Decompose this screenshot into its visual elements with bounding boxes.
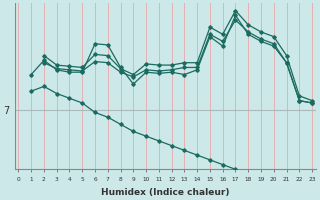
X-axis label: Humidex (Indice chaleur): Humidex (Indice chaleur): [101, 188, 229, 197]
